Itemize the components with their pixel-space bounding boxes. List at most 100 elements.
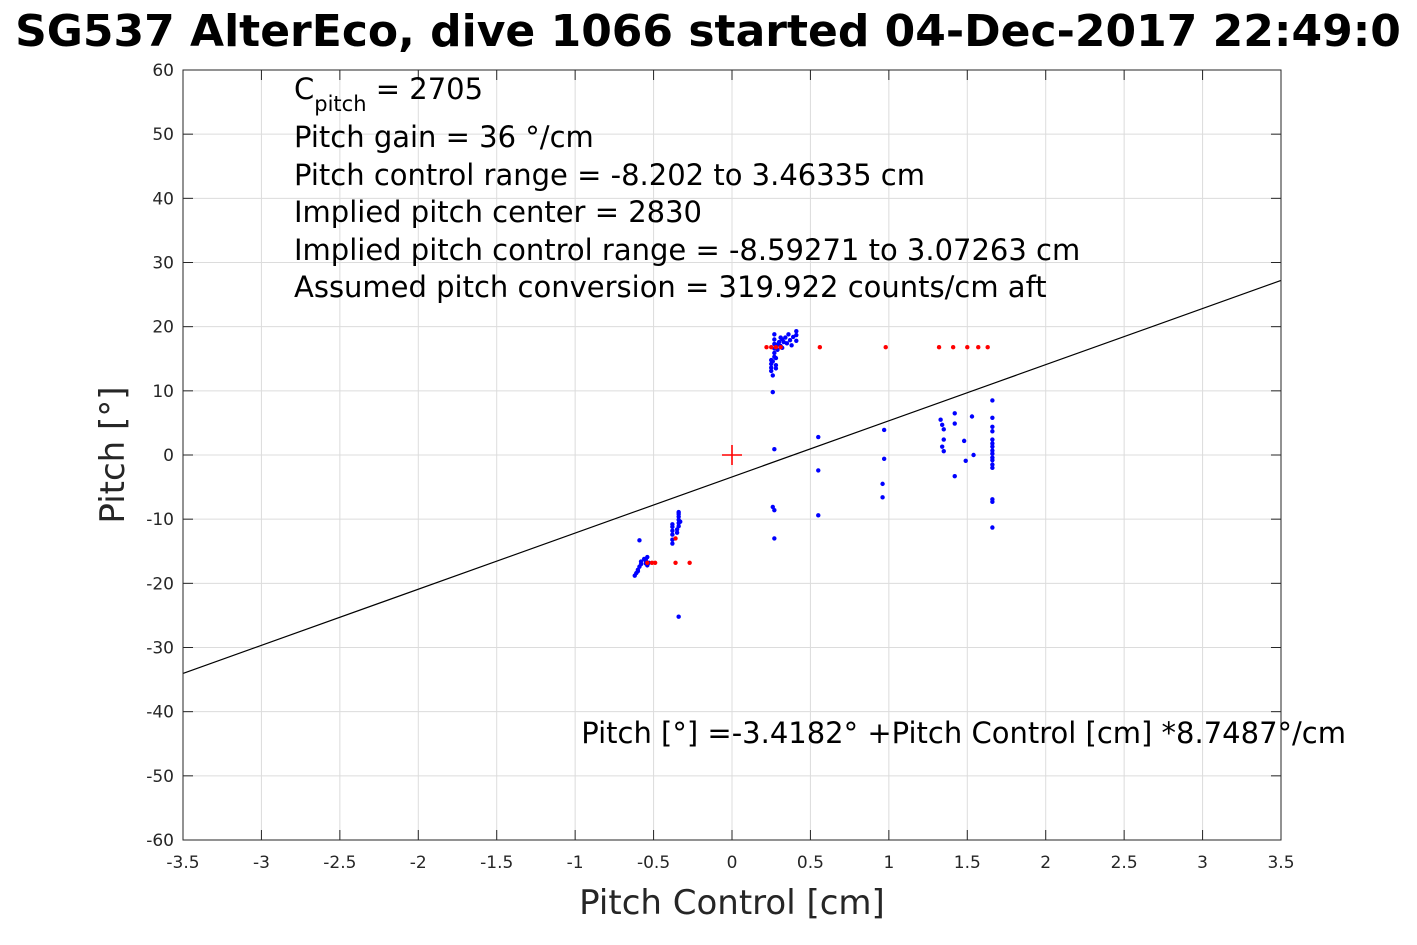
data-point (783, 335, 788, 340)
data-point (990, 424, 995, 429)
x-tick-label: 3.5 (1267, 853, 1294, 873)
data-point (990, 448, 995, 453)
assumed-conversion-annotation: Assumed pitch conversion = 319.922 count… (294, 270, 1047, 304)
y-tick-label: -30 (146, 639, 174, 659)
pitch-control-range-annotation: Pitch control range = -8.202 to 3.46335 … (294, 158, 925, 192)
data-point (816, 434, 821, 440)
data-point (971, 452, 976, 458)
data-point (687, 560, 692, 565)
data-point (770, 389, 775, 395)
x-tick-label: 3 (1197, 853, 1208, 873)
data-point (637, 538, 642, 543)
data-point (635, 568, 641, 574)
data-point (773, 362, 779, 368)
data-point (674, 530, 680, 535)
c-pitch-main: C (294, 72, 314, 106)
data-point (676, 509, 681, 515)
data-point (881, 427, 887, 433)
data-point (961, 438, 967, 444)
implied-range-annotation: Implied pitch control range = -8.59271 t… (294, 233, 1080, 267)
data-point (787, 337, 793, 343)
data-point (772, 507, 777, 513)
y-tick-labels: -60 -50 -40 -30 -20 -10 0 10 20 30 40 50 60 (146, 61, 174, 851)
data-point (764, 345, 769, 350)
data-point (670, 541, 675, 546)
data-point (939, 422, 945, 428)
data-point (772, 447, 777, 452)
data-point (772, 337, 777, 342)
data-point (673, 560, 678, 565)
data-points (632, 328, 995, 619)
data-point (816, 468, 821, 473)
data-point (952, 411, 957, 416)
data-point (990, 415, 995, 420)
data-point (941, 427, 946, 432)
data-point (990, 441, 995, 446)
x-tick-label: -2 (410, 853, 427, 873)
x-tick-label: 0.5 (797, 853, 824, 873)
fit-line-group (182, 279, 1282, 674)
data-point (990, 429, 995, 434)
y-tick-label: 40 (152, 189, 174, 209)
data-point (965, 345, 970, 350)
data-point (776, 339, 782, 345)
data-point (773, 355, 779, 361)
data-point (985, 345, 990, 350)
y-tick-label: 10 (152, 382, 174, 402)
data-point (990, 462, 995, 467)
data-point (963, 458, 968, 463)
data-point (952, 473, 957, 479)
data-point (652, 560, 658, 565)
data-point (786, 332, 791, 337)
x-tick-label: -0.5 (637, 853, 670, 873)
data-point (772, 536, 777, 541)
data-point (941, 448, 946, 454)
y-tick-label: 30 (152, 254, 174, 274)
data-point (990, 525, 995, 530)
c-pitch-subscript: pitch (314, 92, 366, 116)
fit-line (182, 279, 1282, 674)
data-point (936, 345, 942, 350)
data-point (638, 559, 644, 564)
y-tick-label: -40 (146, 703, 174, 723)
data-point (670, 522, 675, 527)
x-tick-label: 2 (1040, 853, 1051, 873)
data-point (673, 536, 678, 541)
data-point (880, 481, 885, 487)
data-point (772, 350, 777, 356)
data-point (952, 421, 957, 426)
x-tick-label: -3.5 (166, 853, 199, 873)
y-tick-label: 0 (163, 446, 174, 466)
data-point (990, 398, 995, 403)
data-point (645, 560, 650, 565)
data-point (678, 519, 683, 524)
c-pitch-value: = 2705 (367, 72, 484, 106)
data-point (950, 345, 956, 350)
implied-center-annotation: Implied pitch center = 2830 (294, 195, 702, 229)
data-point (784, 341, 790, 346)
data-point (883, 345, 888, 350)
data-point (817, 345, 823, 350)
data-point (769, 365, 774, 370)
data-point (770, 373, 775, 378)
chart-title: SG537 AlterEco, dive 1066 started 04-Dec… (15, 6, 1401, 57)
y-tick-label: 50 (152, 125, 174, 145)
x-tick-label: -1.5 (480, 853, 513, 873)
data-point (794, 338, 799, 343)
data-point (649, 560, 655, 565)
x-tick-label: 0 (727, 853, 738, 873)
data-point (772, 332, 777, 337)
y-tick-label: -50 (146, 767, 174, 787)
data-point (794, 332, 799, 338)
data-point (676, 614, 681, 619)
x-tick-label: -3 (253, 853, 270, 873)
data-point (938, 417, 943, 422)
data-point (939, 444, 945, 449)
x-tick-label: 1 (883, 853, 894, 873)
data-point (990, 465, 995, 471)
data-point (670, 528, 675, 533)
data-point (676, 524, 681, 529)
center-marker-group (722, 445, 742, 465)
data-point (769, 345, 774, 350)
